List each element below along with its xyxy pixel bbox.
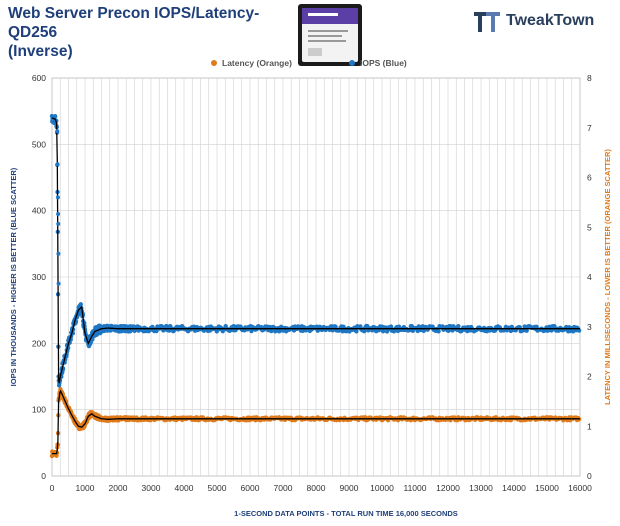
- scatter-point: [446, 328, 451, 333]
- x-tick-label: 12000: [436, 483, 460, 493]
- scatter-point: [524, 328, 529, 333]
- scatter-point: [52, 114, 58, 119]
- y-right-tick-label: 7: [587, 123, 592, 133]
- y-left-tick-label: 100: [32, 405, 46, 415]
- scatter-point: [576, 328, 582, 333]
- scatter-point: [362, 328, 367, 334]
- x-tick-label: 4000: [175, 483, 194, 493]
- gridlines: [51, 77, 581, 477]
- x-tick-label: 0: [50, 483, 55, 493]
- scatter-point: [354, 329, 359, 334]
- x-axis-label: 1-SECOND DATA POINTS - TOTAL RUN TIME 16…: [234, 509, 458, 518]
- trend-line: [51, 117, 580, 384]
- y-right-tick-label: 6: [587, 173, 592, 183]
- scatter-point: [436, 329, 441, 334]
- x-tick-label: 13000: [469, 483, 493, 493]
- y-right-tick-label: 3: [587, 322, 592, 332]
- trend-line: [52, 389, 580, 455]
- y-axis-label-left: IOPS IN THOUSANDS - HIGHER IS BETTER (BL…: [9, 167, 18, 386]
- chart-title: Web Server Precon IOPS/Latency- QD256 (I…: [8, 4, 298, 61]
- scatter-point: [56, 211, 61, 216]
- legend-label: Latency (Orange): [222, 58, 292, 68]
- scatter-point: [333, 324, 338, 330]
- scatter-point: [552, 323, 557, 329]
- y-right-tick-label: 5: [587, 222, 592, 232]
- scatter-point: [56, 251, 61, 256]
- y-axis-label-right: LATENCY IN MILLISECONDS - LOWER IS BETTE…: [603, 149, 612, 405]
- y-right-tick-label: 0: [587, 471, 592, 481]
- x-tick-label: 16000: [568, 483, 592, 493]
- scatter-point: [388, 324, 394, 329]
- latency-scatter-series: [49, 387, 582, 459]
- scatter-point: [269, 328, 274, 334]
- scatter-point: [549, 328, 554, 333]
- y-left-tick-label: 400: [32, 206, 46, 216]
- scatter-point: [56, 281, 61, 286]
- iops-ramp-points: [55, 129, 61, 286]
- brand-logo: TweakTown: [472, 8, 594, 34]
- y-left-tick-label: 600: [32, 73, 46, 83]
- x-tick-label: 6000: [241, 483, 260, 493]
- x-tick-label: 3000: [142, 483, 161, 493]
- x-tick-label: 2000: [109, 483, 128, 493]
- scatter-point: [55, 195, 60, 200]
- scatter-point: [56, 221, 61, 226]
- brand-name: TweakTown: [506, 12, 595, 29]
- scatter-point: [55, 162, 60, 167]
- y-right-tick-label: 2: [587, 372, 592, 382]
- ssd-product-image: [298, 4, 362, 66]
- tweaktown-logo-icon: [474, 12, 500, 32]
- y-right-tick-label: 1: [587, 421, 592, 431]
- iops-scatter-series: [49, 113, 582, 388]
- x-tick-label: 11000: [403, 483, 426, 493]
- x-tick-label: 14000: [502, 483, 526, 493]
- x-tick-label: 8000: [307, 483, 326, 493]
- y-left-tick-label: 200: [32, 338, 46, 348]
- chart-title-line1: Web Server Precon IOPS/Latency- QD256: [8, 5, 260, 41]
- y-left-tick-label: 0: [41, 471, 46, 481]
- legend-marker: [211, 60, 217, 66]
- x-tick-label: 7000: [274, 483, 293, 493]
- y-left-tick-label: 500: [32, 139, 46, 149]
- x-tick-label: 15000: [535, 483, 559, 493]
- scatter-point: [154, 328, 159, 334]
- y-left-tick-label: 300: [32, 272, 46, 282]
- y-right-tick-label: 8: [587, 73, 592, 83]
- chart-title-line2: (Inverse): [8, 43, 73, 60]
- x-tick-label: 5000: [208, 483, 227, 493]
- y-right-tick-label: 4: [587, 272, 592, 282]
- x-tick-label: 1000: [76, 483, 95, 493]
- x-tick-label: 10000: [370, 483, 394, 493]
- x-tick-label: 9000: [340, 483, 359, 493]
- scatter-point: [55, 129, 60, 134]
- scatter-point: [78, 302, 83, 307]
- legend-label: IOPS (Blue): [360, 58, 407, 68]
- scatter-point: [456, 324, 461, 329]
- scatter-point: [249, 328, 254, 334]
- scatter-point: [380, 329, 386, 334]
- legend-marker: [349, 60, 355, 66]
